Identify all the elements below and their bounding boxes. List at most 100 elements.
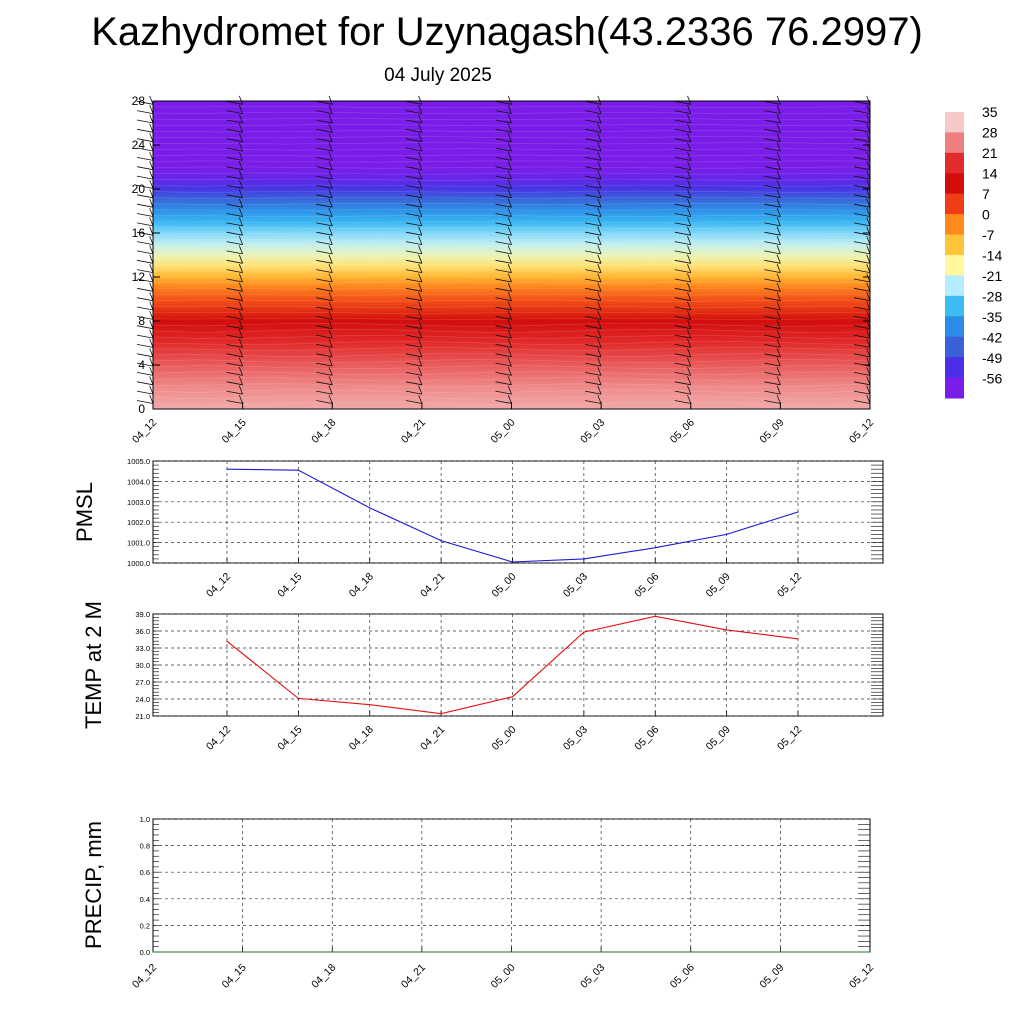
wind-barb-flag bbox=[764, 287, 781, 292]
wind-barb-flag bbox=[674, 194, 691, 199]
wind-barb-flag bbox=[495, 259, 512, 264]
wind-barb-flag bbox=[316, 334, 333, 339]
wind-barb-flag bbox=[405, 381, 422, 386]
wind-barb-flag bbox=[585, 297, 602, 302]
colorbar-swatch bbox=[945, 193, 964, 215]
wind-barb-staff bbox=[687, 264, 692, 273]
x-tick-label: 04_15 bbox=[275, 724, 304, 753]
wind-barb-staff bbox=[507, 95, 512, 105]
wind-barb-staff bbox=[597, 161, 602, 170]
wind-barb-flag bbox=[853, 128, 871, 133]
wind-barb-flag bbox=[226, 203, 243, 208]
x-tick-label: 04_18 bbox=[309, 417, 338, 446]
wind-barb-flag bbox=[136, 110, 154, 114]
wind-barb-flag bbox=[405, 372, 422, 376]
wind-barb-staff bbox=[149, 320, 154, 329]
wind-barb-flag bbox=[316, 353, 333, 358]
wind-barb-flag bbox=[764, 278, 781, 283]
wind-barb-flag bbox=[405, 250, 422, 255]
wind-barb-flag bbox=[764, 110, 781, 114]
wind-barb-flag bbox=[674, 269, 691, 273]
contour-line bbox=[152, 275, 871, 278]
wind-barb-staff bbox=[149, 301, 154, 311]
wind-barb-staff bbox=[238, 161, 243, 170]
wind-barb-flag bbox=[405, 344, 422, 348]
contour-line bbox=[152, 239, 871, 242]
colorbar-label: -49 bbox=[982, 350, 1002, 366]
wind-barb-flag bbox=[674, 157, 691, 161]
wind-barb-flag bbox=[136, 166, 154, 171]
y-tick-label: 8 bbox=[138, 314, 145, 328]
wind-barb-staff bbox=[238, 301, 243, 311]
wind-barb-flag bbox=[764, 100, 781, 105]
wind-barb-flag bbox=[585, 138, 602, 143]
wind-barb-staff bbox=[418, 95, 423, 105]
contour-line bbox=[152, 359, 871, 364]
wind-barb-flag bbox=[136, 353, 154, 358]
wind-barb-staff bbox=[418, 105, 423, 114]
wind-barb-flag bbox=[495, 128, 512, 133]
y-tick-label: 21.0 bbox=[135, 712, 150, 721]
wind-barb-flag bbox=[764, 297, 781, 302]
wind-barb-flag bbox=[585, 362, 602, 367]
wind-barb-flag bbox=[674, 353, 691, 358]
wind-barb-flag bbox=[405, 241, 422, 245]
wind-barb-staff bbox=[149, 254, 154, 264]
contour-line bbox=[152, 208, 871, 211]
wind-barb-flag bbox=[316, 128, 333, 133]
wind-barb-staff bbox=[418, 236, 423, 245]
wind-barb-flag bbox=[674, 203, 691, 208]
wind-barb-flag bbox=[226, 353, 243, 358]
wind-barb-staff bbox=[418, 394, 423, 404]
x-tick-label: 04_21 bbox=[399, 962, 428, 991]
contour-line bbox=[152, 353, 871, 358]
wind-barb-staff bbox=[687, 161, 692, 170]
wind-barb-staff bbox=[238, 394, 243, 404]
contour-line bbox=[152, 148, 871, 151]
wind-barb-staff bbox=[866, 105, 871, 114]
wind-barb-flag bbox=[405, 325, 422, 330]
wind-barb-flag bbox=[764, 259, 781, 264]
wind-barb-staff bbox=[149, 329, 154, 339]
contour-line bbox=[152, 203, 871, 205]
colorbar-label: 35 bbox=[982, 104, 998, 120]
wind-barb-staff bbox=[776, 226, 781, 236]
wind-barb-staff bbox=[149, 217, 154, 227]
colorbar-swatch bbox=[945, 255, 964, 276]
wind-barb-staff bbox=[507, 264, 512, 273]
wind-barb-staff bbox=[507, 310, 512, 320]
wind-barb-flag bbox=[405, 269, 422, 273]
wind-barb-staff bbox=[776, 366, 781, 376]
wind-barb-flag bbox=[226, 306, 243, 311]
wind-barb-staff bbox=[238, 348, 243, 357]
contour-line bbox=[152, 305, 871, 308]
panel-precip-mm: 0.0 0.2 0.4 0.6 0.8 1.0 04_12 04_15 04_18 04_21 05… bbox=[81, 815, 876, 991]
wind-barb-staff bbox=[597, 366, 602, 376]
wind-barb-staff bbox=[687, 366, 692, 376]
wind-barb-staff bbox=[418, 114, 423, 124]
wind-barb-flag bbox=[226, 166, 243, 171]
contour-line bbox=[153, 245, 871, 248]
x-tick-label: 05_12 bbox=[775, 724, 804, 753]
wind-barb-staff bbox=[328, 320, 333, 329]
wind-barb-staff bbox=[866, 142, 871, 152]
wind-barb-staff bbox=[597, 170, 602, 180]
wind-barb-flag bbox=[316, 344, 333, 348]
wind-barb-staff bbox=[597, 151, 602, 161]
panel-frame bbox=[152, 460, 884, 564]
wind-barb-staff bbox=[238, 282, 243, 292]
wind-barb-staff bbox=[597, 189, 602, 198]
y-tick-label: 1003.0 bbox=[127, 498, 150, 507]
wind-barb-staff bbox=[507, 320, 512, 329]
wind-barb-staff bbox=[418, 348, 423, 357]
wind-barb-flag bbox=[585, 110, 602, 114]
chart-title: Kazhydromet for Uzynagash(43.2336 76.299… bbox=[91, 10, 923, 54]
wind-barb-flag bbox=[136, 138, 154, 143]
wind-barb-staff bbox=[238, 114, 243, 124]
wind-barb-flag bbox=[316, 250, 333, 255]
wind-barb-staff bbox=[149, 273, 154, 283]
wind-barb-flag bbox=[585, 400, 602, 404]
wind-barb-flag bbox=[226, 250, 243, 255]
wind-barb-staff bbox=[507, 189, 512, 198]
wind-barb-flag bbox=[316, 119, 333, 124]
